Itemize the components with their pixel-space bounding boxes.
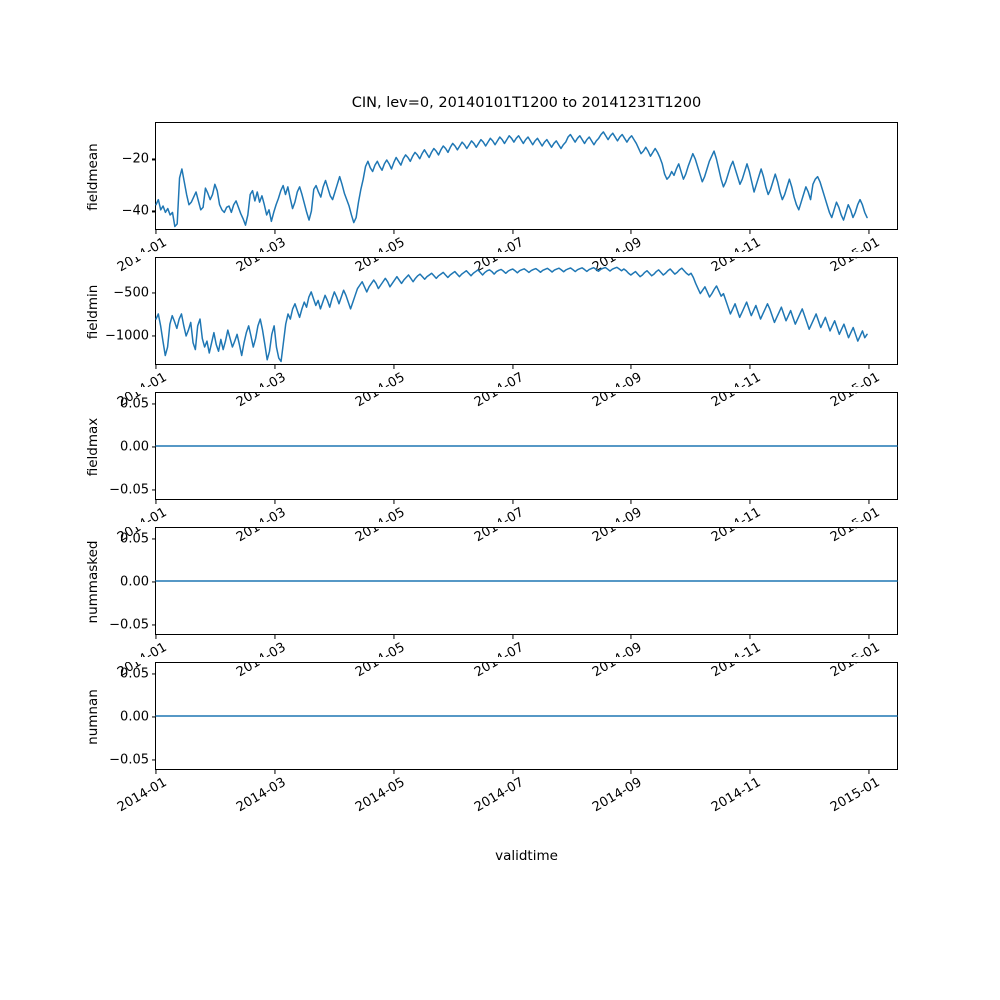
y-tick-label: −40 — [121, 203, 149, 219]
y-tick-mark — [151, 335, 156, 337]
x-tick-mark — [511, 634, 514, 639]
figure-title: CIN, lev=0, 20140101T1200 to 20141231T12… — [351, 95, 702, 111]
x-tick-label: 2014-09 — [590, 775, 645, 816]
y-tick-mark — [151, 210, 156, 213]
x-tick-mark — [630, 634, 632, 639]
y-tick-label: 0.00 — [120, 574, 149, 590]
x-tick-mark — [749, 229, 751, 234]
x-tick-mark — [630, 499, 632, 504]
y-tick-label: −0.05 — [109, 617, 149, 633]
y-tick-mark — [151, 759, 156, 761]
x-tick-mark — [393, 364, 395, 369]
fieldmin-line — [156, 258, 897, 364]
x-tick-mark — [511, 499, 514, 504]
tick-label-occlusion-mask — [0, 657, 1000, 662]
x-tick-label: 2014-01 — [114, 775, 170, 816]
nummasked-line — [156, 528, 897, 634]
x-tick-mark — [393, 229, 395, 234]
x-tick-mark — [511, 769, 514, 774]
y-axis-label-numnan: numnan — [85, 689, 101, 745]
x-tick-mark — [868, 634, 870, 639]
y-tick-label: 0.00 — [120, 439, 149, 455]
x-tick-label: 2014-05 — [352, 775, 408, 816]
y-axis-label-fieldmin: fieldmin — [85, 284, 101, 340]
x-tick-mark — [155, 499, 157, 504]
y-tick-label: −0.05 — [109, 482, 149, 498]
x-tick-mark — [274, 769, 276, 774]
y-tick-mark — [151, 673, 156, 675]
y-tick-label: −20 — [121, 151, 149, 167]
x-tick-mark — [749, 634, 751, 639]
x-axis-label: validtime — [495, 848, 558, 864]
y-tick-label: 0.05 — [120, 531, 149, 547]
x-tick-mark — [868, 364, 870, 369]
x-tick-mark — [749, 499, 751, 504]
x-tick-mark — [749, 364, 751, 369]
x-tick-mark — [393, 499, 395, 504]
x-tick-label: 2014-03 — [233, 775, 289, 816]
x-tick-label: 2014-07 — [471, 775, 526, 816]
x-tick-mark — [630, 769, 632, 774]
tick-label-occlusion-mask — [0, 387, 1000, 392]
x-tick-mark — [868, 499, 870, 504]
y-tick-mark — [151, 446, 156, 448]
y-tick-label: 0.00 — [120, 709, 149, 725]
y-tick-mark — [151, 581, 156, 583]
y-tick-mark — [151, 403, 156, 405]
x-tick-mark — [155, 364, 157, 369]
y-tick-mark — [151, 158, 156, 160]
x-tick-mark — [155, 634, 157, 639]
x-tick-mark — [868, 229, 870, 234]
x-tick-mark — [274, 499, 276, 504]
subplot-fieldmax: 0.05 0.00 −0.05 fieldmax 2014-01 2014-03 2014-… — [85, 392, 898, 545]
x-tick-mark — [511, 364, 514, 369]
subplot-fieldmean: −20 −40 fieldmean 2014-01 2014-03 2014-05 2014… — [85, 122, 898, 275]
x-tick-label: 2014-11 — [709, 775, 764, 816]
x-tick-mark — [511, 229, 514, 234]
y-tick-mark — [151, 716, 156, 718]
y-tick-mark — [151, 489, 156, 491]
y-tick-label: 0.05 — [120, 666, 149, 682]
y-tick-label: −1000 — [105, 328, 149, 344]
y-tick-mark — [151, 624, 156, 626]
fieldmean-line — [156, 123, 897, 229]
y-tick-mark — [151, 538, 156, 540]
tick-label-occlusion-mask — [0, 522, 1000, 527]
x-tick-label: 2015-01 — [827, 775, 883, 816]
x-tick-mark — [393, 769, 395, 774]
tick-label-occlusion-mask — [0, 252, 1000, 257]
x-tick-mark — [274, 229, 276, 234]
y-tick-label: −0.05 — [109, 752, 149, 768]
y-axis-label-fieldmax: fieldmax — [85, 417, 101, 477]
subplot-nummasked: 0.05 0.00 −0.05 nummasked 2014-01 2014-03 2014… — [85, 527, 898, 680]
y-tick-label: −500 — [113, 285, 149, 301]
x-tick-mark — [274, 634, 276, 639]
x-tick-mark — [868, 769, 870, 774]
x-tick-mark — [749, 769, 751, 774]
subplot-numnan: 0.05 0.00 −0.05 numnan 2014-01 2014-03 2014-05… — [85, 662, 898, 815]
fieldmax-line — [156, 393, 897, 499]
x-tick-mark — [155, 769, 157, 774]
x-tick-mark — [274, 364, 276, 369]
numnan-line — [156, 663, 897, 769]
y-tick-mark — [151, 292, 156, 294]
y-axis-label-nummasked: nummasked — [85, 540, 101, 624]
subplot-fieldmin: −500 −1000 fieldmin 2014-01 2014-03 2014-05 20… — [85, 257, 898, 410]
y-tick-label: 0.05 — [120, 396, 149, 412]
y-axis-label-fieldmean: fieldmean — [85, 143, 101, 211]
x-tick-mark — [155, 229, 157, 234]
x-tick-mark — [630, 229, 632, 234]
x-tick-mark — [630, 364, 632, 369]
x-tick-mark — [393, 634, 395, 639]
